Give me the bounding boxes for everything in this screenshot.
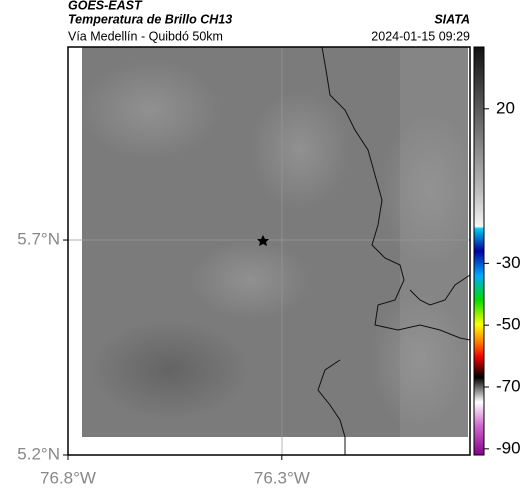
raster [68, 46, 480, 455]
colorbar-tick-label: -30 [496, 253, 521, 272]
route: Vía Medellín - Quibdó 50km [68, 29, 223, 43]
timestamp: 2024-01-15 09:29 [371, 29, 470, 43]
colorbar-tick-label: -50 [496, 315, 521, 334]
colorbar [473, 46, 485, 456]
source: SIATA [434, 12, 470, 26]
satellite: GOES-EAST [68, 0, 143, 12]
y-tick-label: 5.7°N [17, 230, 60, 249]
colorbar-tick-label: -90 [496, 438, 521, 457]
x-tick-label: 76.3°W [254, 468, 310, 487]
colorbar-tick-label: -70 [496, 376, 521, 395]
map-frame [67, 46, 471, 456]
colorbar-tick-label: 20 [496, 98, 515, 117]
ticks: 76.8°W 76.3°W 5.2°N 5.7°N 20 -30 -50 -70 -90 [17, 98, 520, 487]
y-tick-label: 5.2°N [17, 444, 60, 463]
x-tick-label: 76.8°W [40, 468, 96, 487]
product: Temperatura de Brillo CH13 [68, 12, 232, 26]
